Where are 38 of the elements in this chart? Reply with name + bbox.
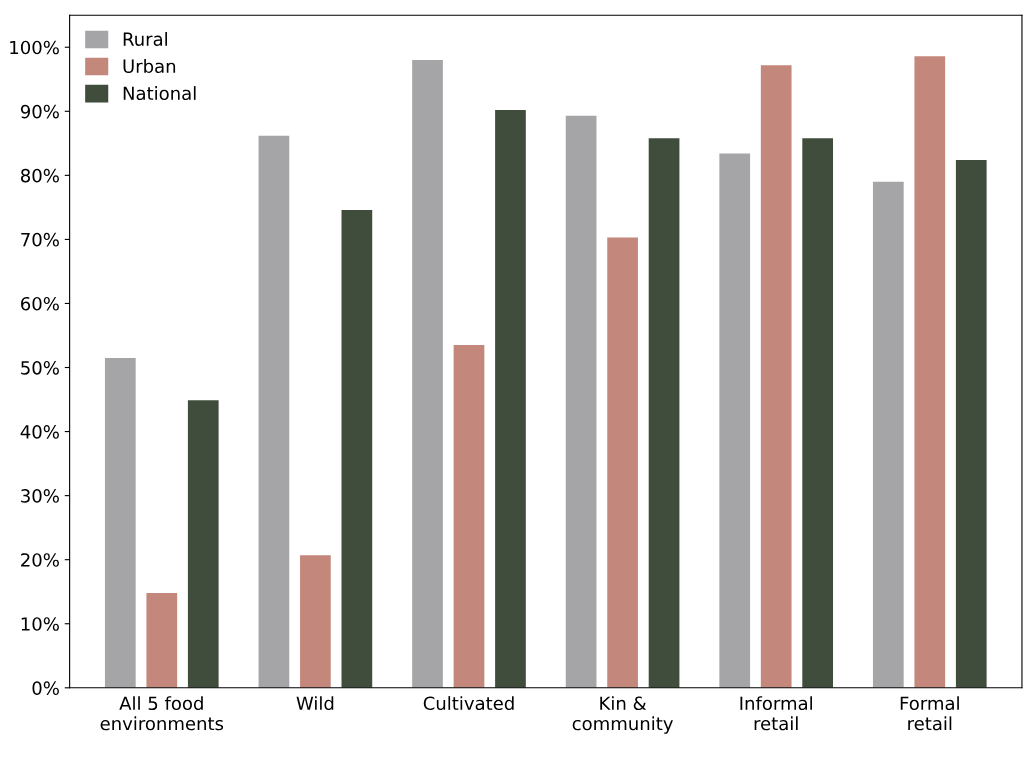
bar [495, 110, 526, 688]
bar [300, 555, 331, 688]
y-tick-label: 100% [10, 40, 59, 55]
y-tick-label: 50% [21, 360, 59, 375]
bar [802, 138, 834, 688]
bar [565, 115, 597, 688]
x-tick-label: Cultivated [423, 696, 514, 711]
bar [872, 181, 904, 688]
legend-label: National [123, 86, 196, 101]
bar [914, 56, 946, 688]
x-tick-label: All 5 food environments [100, 696, 224, 731]
bar [258, 135, 290, 688]
legend-label: Urban [123, 59, 176, 74]
y-tick-label: 30% [21, 489, 59, 503]
bar [104, 357, 136, 688]
y-tick-label: 80% [21, 168, 59, 183]
x-tick-label: Informal retail [740, 696, 812, 731]
y-tick-label: 20% [21, 553, 59, 567]
legend-label: Rural [123, 31, 167, 46]
bar [341, 209, 373, 688]
bar [412, 60, 443, 688]
bar [607, 237, 638, 688]
bar [648, 138, 680, 688]
y-tick-label: 70% [21, 232, 59, 247]
y-tick-label: 0% [32, 681, 59, 695]
bar [955, 159, 987, 688]
y-tick-label: 10% [21, 617, 59, 631]
y-tick-label: 40% [20, 425, 59, 439]
y-tick-label: 90% [20, 104, 59, 119]
bar [719, 153, 751, 688]
bar [453, 345, 485, 688]
y-tick-label: 60% [21, 296, 59, 311]
x-tick-label: Formal retail [900, 696, 959, 731]
bar [760, 65, 792, 688]
x-tick-label: Kin & community [572, 696, 673, 734]
bar [187, 400, 219, 688]
bar [146, 593, 178, 688]
x-tick-label: Wild [296, 696, 334, 711]
